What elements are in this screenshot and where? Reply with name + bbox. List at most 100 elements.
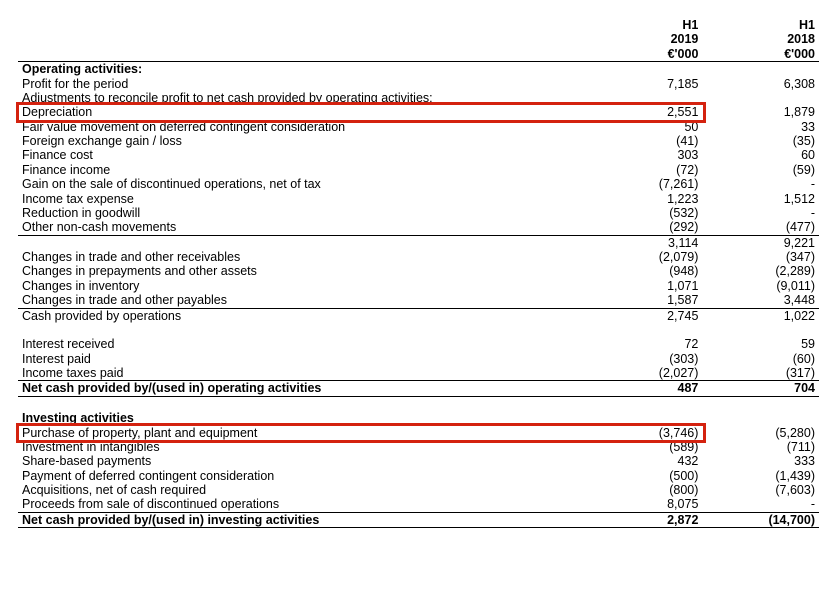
label-fincost: Finance cost: [18, 148, 586, 162]
label-finincome: Finance income: [18, 163, 586, 177]
v2-fincost: 60: [702, 148, 819, 162]
label-depreciation: Depreciation: [18, 105, 586, 119]
col1-year: 2019: [586, 32, 703, 46]
v1-cashops: 2,745: [586, 308, 703, 323]
v1-acq: (800): [586, 483, 703, 497]
v1-sbp: 432: [586, 454, 703, 468]
v1-profit: 7,185: [586, 77, 703, 91]
v2-noncash: (477): [702, 220, 819, 235]
v1-subtotal1: 3,114: [586, 235, 703, 250]
v2-intpaid: (60): [702, 352, 819, 366]
col2-unit: €'000: [702, 47, 819, 62]
v2-ppe: (5,280): [702, 426, 819, 440]
v2-gaindisc: -: [702, 177, 819, 191]
v2-intrec: 59: [702, 337, 819, 351]
label-intpaid: Interest paid: [18, 352, 586, 366]
v1-chprep: (948): [586, 264, 703, 278]
label-defcon: Payment of deferred contingent considera…: [18, 469, 586, 483]
cashflow-table-wrap: H1 H1 2019 2018 €'000 €'000 Operating ac…: [18, 18, 819, 528]
col1-period: H1: [586, 18, 703, 32]
label-fvmove: Fair value movement on deferred continge…: [18, 120, 586, 134]
row-sbp: Share-based payments 432 333: [18, 454, 819, 468]
label-adjustments: Adjustments to reconcile profit to net c…: [18, 91, 819, 105]
label-goodwill: Reduction in goodwill: [18, 206, 586, 220]
label-subtotal1: [18, 235, 586, 250]
col1-unit: €'000: [586, 47, 703, 62]
row-ppe: Purchase of property, plant and equipmen…: [18, 426, 819, 440]
row-chpay: Changes in trade and other payables 1,58…: [18, 293, 819, 308]
label-cashops: Cash provided by operations: [18, 308, 586, 323]
v2-subtotal1: 9,221: [702, 235, 819, 250]
row-finincome: Finance income (72) (59): [18, 163, 819, 177]
row-intpaid: Interest paid (303) (60): [18, 352, 819, 366]
row-chrecv: Changes in trade and other receivables (…: [18, 250, 819, 264]
row-goodwill: Reduction in goodwill (532) -: [18, 206, 819, 220]
cashflow-table: H1 H1 2019 2018 €'000 €'000 Operating ac…: [18, 18, 819, 528]
v1-chinv: 1,071: [586, 279, 703, 293]
label-intrec: Interest received: [18, 337, 586, 351]
label-taxpaid: Income taxes paid: [18, 366, 586, 381]
v1-gaindisc: (7,261): [586, 177, 703, 191]
v2-fx: (35): [702, 134, 819, 148]
v1-intrec: 72: [586, 337, 703, 351]
v1-noncash: (292): [586, 220, 703, 235]
v2-sbp: 333: [702, 454, 819, 468]
row-chinv: Changes in inventory 1,071 (9,011): [18, 279, 819, 293]
label-sbp: Share-based payments: [18, 454, 586, 468]
v2-intang: (711): [702, 440, 819, 454]
row-fx: Foreign exchange gain / loss (41) (35): [18, 134, 819, 148]
v1-fx: (41): [586, 134, 703, 148]
row-chprep: Changes in prepayments and other assets …: [18, 264, 819, 278]
row-fincost: Finance cost 303 60: [18, 148, 819, 162]
row-fvmove: Fair value movement on deferred continge…: [18, 120, 819, 134]
v1-netops: 487: [586, 381, 703, 396]
v2-chprep: (2,289): [702, 264, 819, 278]
row-depreciation: Depreciation 2,551 1,879: [18, 105, 819, 119]
row-defcon: Payment of deferred contingent considera…: [18, 469, 819, 483]
v2-finincome: (59): [702, 163, 819, 177]
v2-chrecv: (347): [702, 250, 819, 264]
v1-intang: (589): [586, 440, 703, 454]
label-procdisc: Proceeds from sale of discontinued opera…: [18, 497, 586, 512]
v2-acq: (7,603): [702, 483, 819, 497]
label-noncash: Other non-cash movements: [18, 220, 586, 235]
v1-intpaid: (303): [586, 352, 703, 366]
label-chpay: Changes in trade and other payables: [18, 293, 586, 308]
v1-finincome: (72): [586, 163, 703, 177]
row-procdisc: Proceeds from sale of discontinued opera…: [18, 497, 819, 512]
v1-incometax: 1,223: [586, 192, 703, 206]
label-ppe: Purchase of property, plant and equipmen…: [18, 426, 586, 440]
v1-procdisc: 8,075: [586, 497, 703, 512]
label-acq: Acquisitions, net of cash required: [18, 483, 586, 497]
v1-chpay: 1,587: [586, 293, 703, 308]
investing-activities-header: Investing activities: [18, 411, 586, 425]
row-cashops: Cash provided by operations 2,745 1,022: [18, 308, 819, 323]
label-netops: Net cash provided by/(used in) operating…: [18, 381, 586, 396]
row-netops: Net cash provided by/(used in) operating…: [18, 381, 819, 396]
label-chrecv: Changes in trade and other receivables: [18, 250, 586, 264]
v2-incometax: 1,512: [702, 192, 819, 206]
label-profit: Profit for the period: [18, 77, 586, 91]
col2-year: 2018: [702, 32, 819, 46]
v1-goodwill: (532): [586, 206, 703, 220]
col2-period: H1: [702, 18, 819, 32]
row-noncash: Other non-cash movements (292) (477): [18, 220, 819, 235]
v2-cashops: 1,022: [702, 308, 819, 323]
row-gaindisc: Gain on the sale of discontinued operati…: [18, 177, 819, 191]
label-netinv: Net cash provided by/(used in) investing…: [18, 512, 586, 527]
v2-procdisc: -: [702, 497, 819, 512]
row-intrec: Interest received 72 59: [18, 337, 819, 351]
row-incometax: Income tax expense 1,223 1,512: [18, 192, 819, 206]
v2-netinv: (14,700): [702, 512, 819, 527]
v2-goodwill: -: [702, 206, 819, 220]
row-adjustments: Adjustments to reconcile profit to net c…: [18, 91, 819, 105]
v2-defcon: (1,439): [702, 469, 819, 483]
row-profit: Profit for the period 7,185 6,308: [18, 77, 819, 91]
v1-defcon: (500): [586, 469, 703, 483]
v2-chinv: (9,011): [702, 279, 819, 293]
v2-taxpaid: (317): [702, 366, 819, 381]
v1-chrecv: (2,079): [586, 250, 703, 264]
v1-depreciation: 2,551: [586, 105, 703, 119]
operating-activities-header: Operating activities:: [18, 62, 586, 77]
label-chprep: Changes in prepayments and other assets: [18, 264, 586, 278]
